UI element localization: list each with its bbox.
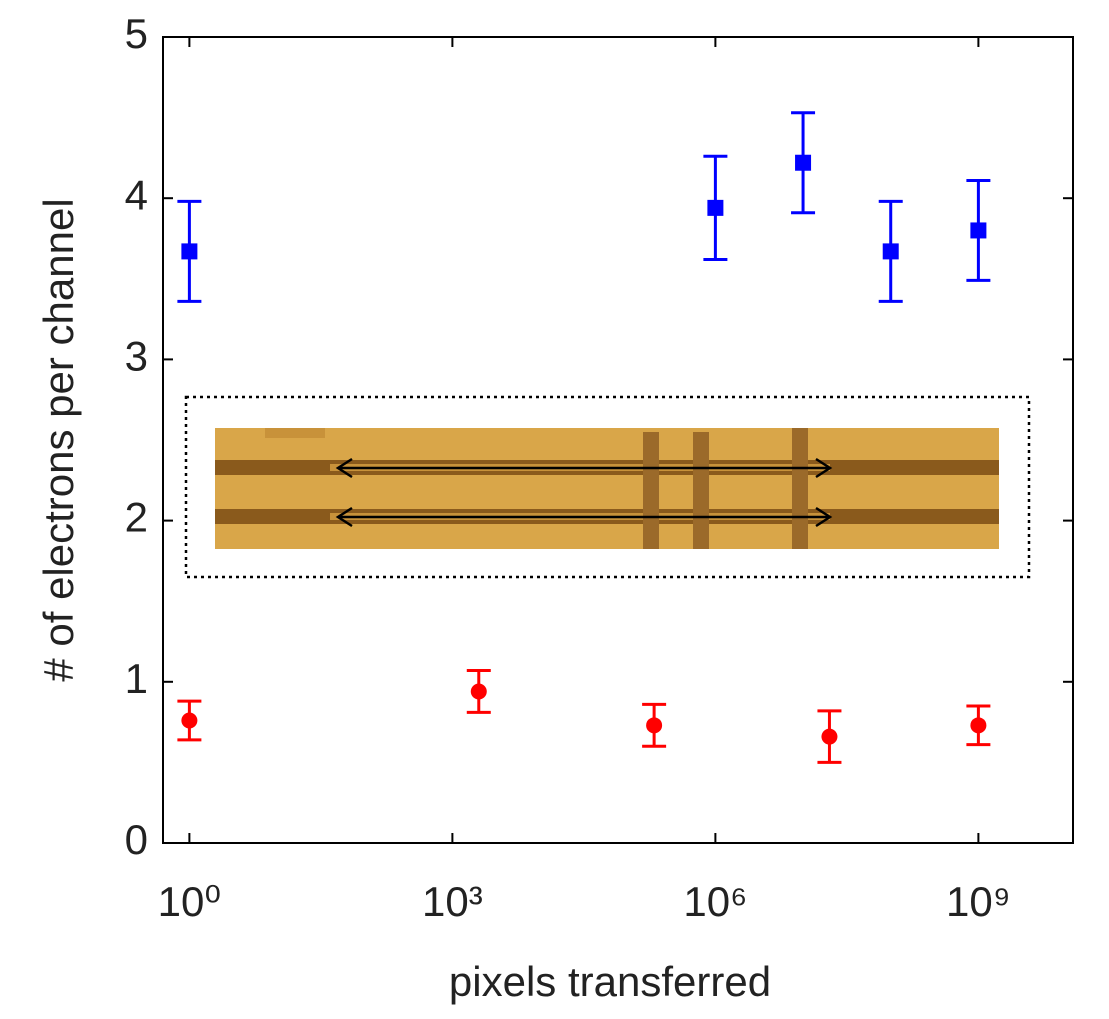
x-axis-label: pixels transferred bbox=[449, 958, 771, 1005]
plot-frame bbox=[162, 36, 1074, 844]
y-tick-label: 0 bbox=[125, 816, 148, 863]
x-tick-label: 10³ bbox=[422, 878, 483, 925]
data-point bbox=[970, 717, 987, 734]
inset-image bbox=[184, 395, 1031, 579]
y-tick-label: 3 bbox=[125, 332, 148, 379]
data-point bbox=[646, 717, 663, 734]
data-point bbox=[470, 683, 487, 700]
data-point bbox=[821, 728, 838, 745]
data-point bbox=[795, 154, 812, 171]
data-point bbox=[707, 199, 724, 216]
y-tick-label: 2 bbox=[125, 494, 148, 541]
y-tick-label: 1 bbox=[125, 655, 148, 702]
y-tick-label: 5 bbox=[125, 10, 148, 57]
x-tick-label: 10⁶ bbox=[683, 878, 747, 925]
data-point bbox=[181, 712, 198, 729]
x-tick-label: 10⁹ bbox=[946, 878, 1011, 925]
data-point bbox=[181, 243, 198, 260]
y-axis-label: # of electrons per channel bbox=[35, 198, 82, 681]
x-tick-label: 10⁰ bbox=[158, 878, 222, 925]
data-point bbox=[970, 222, 987, 239]
data-point bbox=[882, 243, 899, 260]
y-tick-label: 4 bbox=[125, 171, 148, 218]
